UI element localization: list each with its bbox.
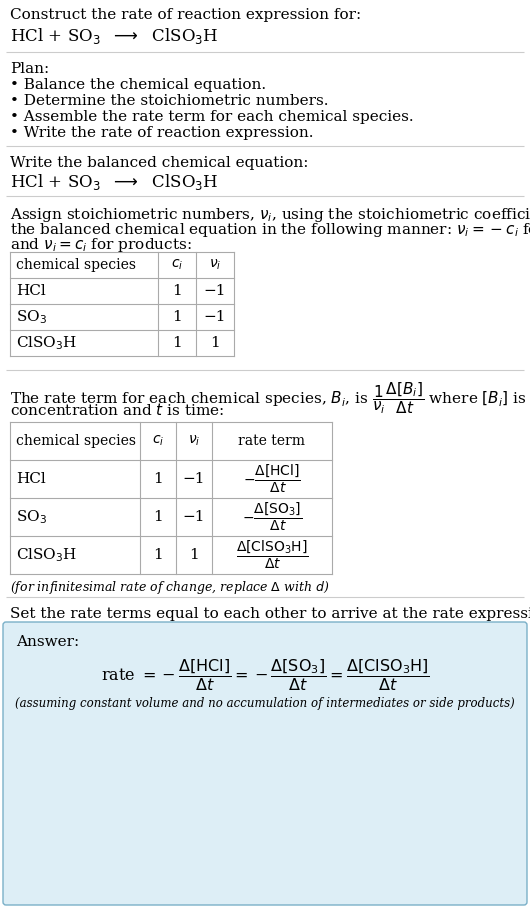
FancyBboxPatch shape (3, 622, 527, 905)
Text: 1: 1 (210, 336, 220, 350)
Text: $\dfrac{\Delta[\mathrm{ClSO_3H}]}{\Delta t}$: $\dfrac{\Delta[\mathrm{ClSO_3H}]}{\Delta… (236, 539, 308, 571)
Text: HCl + SO$_3$  $\longrightarrow$  ClSO$_3$H: HCl + SO$_3$ $\longrightarrow$ ClSO$_3$H (10, 26, 218, 46)
Text: the balanced chemical equation in the following manner: $\nu_i = -c_i$ for react: the balanced chemical equation in the fo… (10, 221, 530, 239)
Text: HCl: HCl (16, 284, 46, 298)
Text: 1: 1 (172, 284, 182, 298)
Text: (assuming constant volume and no accumulation of intermediates or side products): (assuming constant volume and no accumul… (15, 697, 515, 710)
Text: 1: 1 (153, 472, 163, 486)
Text: Write the balanced chemical equation:: Write the balanced chemical equation: (10, 156, 308, 170)
Text: ClSO$_3$H: ClSO$_3$H (16, 546, 77, 564)
Text: SO$_3$: SO$_3$ (16, 508, 47, 526)
Text: 1: 1 (189, 548, 199, 562)
Text: chemical species: chemical species (16, 258, 136, 272)
Text: $c_i$: $c_i$ (171, 258, 183, 272)
Text: Assign stoichiometric numbers, $\nu_i$, using the stoichiometric coefficients, $: Assign stoichiometric numbers, $\nu_i$, … (10, 206, 530, 224)
Text: 1: 1 (172, 310, 182, 324)
Text: 1: 1 (153, 510, 163, 524)
Text: The rate term for each chemical species, $B_i$, is $\dfrac{1}{\nu_i}\dfrac{\Delt: The rate term for each chemical species,… (10, 380, 530, 416)
Text: −1: −1 (183, 472, 205, 486)
Text: 1: 1 (172, 336, 182, 350)
Text: • Write the rate of reaction expression.: • Write the rate of reaction expression. (10, 126, 314, 140)
Text: Set the rate terms equal to each other to arrive at the rate expression:: Set the rate terms equal to each other t… (10, 607, 530, 621)
Text: Construct the rate of reaction expression for:: Construct the rate of reaction expressio… (10, 8, 361, 22)
Text: SO$_3$: SO$_3$ (16, 308, 47, 326)
Text: rate term: rate term (238, 434, 305, 448)
Text: chemical species: chemical species (16, 434, 136, 448)
Text: concentration and $t$ is time:: concentration and $t$ is time: (10, 402, 224, 418)
Text: $-\dfrac{\Delta[\mathrm{HCl}]}{\Delta t}$: $-\dfrac{\Delta[\mathrm{HCl}]}{\Delta t}… (243, 463, 301, 495)
Text: $\nu_i$: $\nu_i$ (209, 258, 221, 272)
Text: and $\nu_i = c_i$ for products:: and $\nu_i = c_i$ for products: (10, 236, 192, 254)
Text: rate $= -\dfrac{\Delta[\mathrm{HCl}]}{\Delta t} = -\dfrac{\Delta[\mathrm{SO_3}]}: rate $= -\dfrac{\Delta[\mathrm{HCl}]}{\D… (101, 657, 429, 693)
Text: Plan:: Plan: (10, 62, 49, 76)
Text: $-\dfrac{\Delta[\mathrm{SO_3}]}{\Delta t}$: $-\dfrac{\Delta[\mathrm{SO_3}]}{\Delta t… (242, 501, 302, 533)
Text: HCl + SO$_3$  $\longrightarrow$  ClSO$_3$H: HCl + SO$_3$ $\longrightarrow$ ClSO$_3$H (10, 172, 218, 192)
Text: $c_i$: $c_i$ (152, 434, 164, 449)
Text: 1: 1 (153, 548, 163, 562)
Text: $\nu_i$: $\nu_i$ (188, 434, 200, 449)
Text: −1: −1 (183, 510, 205, 524)
Text: −1: −1 (204, 310, 226, 324)
Text: HCl: HCl (16, 472, 46, 486)
Text: −1: −1 (204, 284, 226, 298)
Text: (for infinitesimal rate of change, replace $\Delta$ with $d$): (for infinitesimal rate of change, repla… (10, 579, 329, 596)
Text: • Assemble the rate term for each chemical species.: • Assemble the rate term for each chemic… (10, 110, 413, 124)
Text: ClSO$_3$H: ClSO$_3$H (16, 334, 77, 352)
Text: • Determine the stoichiometric numbers.: • Determine the stoichiometric numbers. (10, 94, 329, 108)
Text: • Balance the chemical equation.: • Balance the chemical equation. (10, 78, 266, 92)
Text: Answer:: Answer: (16, 635, 80, 649)
